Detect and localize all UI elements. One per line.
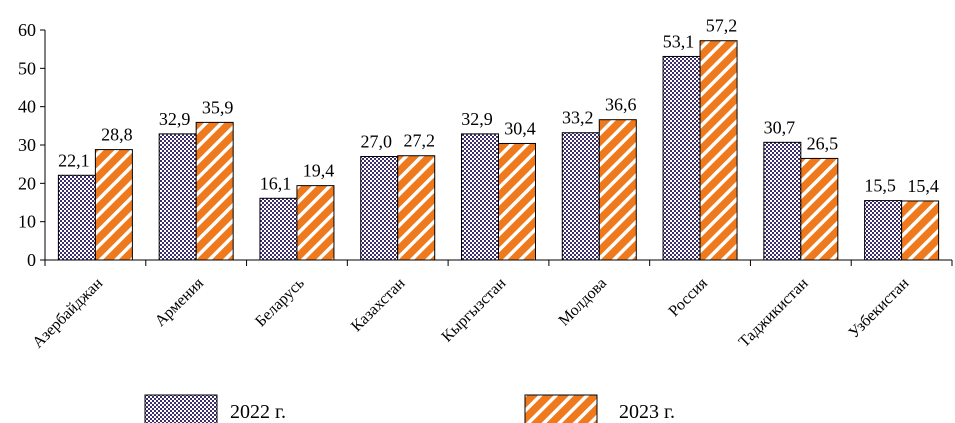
bar-series-2023 <box>598 119 637 261</box>
data-label: 57,2 <box>706 16 738 36</box>
y-tick-label: 30 <box>18 135 36 155</box>
y-tick-label: 10 <box>18 212 36 232</box>
data-label: 32,9 <box>159 109 191 129</box>
bar-series-2023 <box>296 185 335 261</box>
bars <box>57 40 940 261</box>
y-tick-label: 50 <box>18 58 36 78</box>
category-label: Беларусь <box>252 275 308 331</box>
data-label: 22,1 <box>58 150 90 170</box>
data-label: 53,1 <box>663 31 695 51</box>
category-label: Армения <box>152 274 208 330</box>
category-label: Россия <box>666 274 712 320</box>
category-label: Молдова <box>556 275 611 330</box>
legend-swatch-2022 <box>144 394 218 423</box>
bar-series-2023 <box>699 40 738 261</box>
data-label: 30,4 <box>504 118 536 138</box>
bar-series-2022 <box>662 55 701 261</box>
bar-series-2023 <box>498 142 536 261</box>
data-label: 26,5 <box>807 133 839 153</box>
y-axis: 0 10 20 30 40 50 60 <box>18 20 46 270</box>
bar-series-2022 <box>763 141 802 261</box>
data-label: 32,9 <box>461 109 493 129</box>
legend-swatch-2023 <box>524 394 598 423</box>
bar-series-2022 <box>158 133 197 261</box>
bar-series-2022 <box>259 197 298 261</box>
legend: 2022 г. 2023 г. <box>144 394 675 423</box>
data-label: 27,2 <box>403 131 435 151</box>
y-tick-label: 40 <box>18 97 36 117</box>
bar-series-2022 <box>561 132 600 261</box>
bar-series-2022 <box>360 156 399 261</box>
bar-series-2022 <box>57 174 96 261</box>
data-label: 33,2 <box>562 108 594 128</box>
data-label: 35,9 <box>202 97 234 117</box>
data-label: 15,5 <box>864 176 896 196</box>
bar-series-2022 <box>461 133 499 261</box>
bar-series-2023 <box>901 200 940 261</box>
bar-series-2023 <box>195 121 234 261</box>
category-label: Узбекистан <box>846 274 913 341</box>
y-tick-label: 20 <box>18 173 36 193</box>
category-label: Кыргызстан <box>439 275 510 346</box>
value-labels: 22,1 28,8 32,9 35,9 16,1 19,4 27,0 27,2 32,9 30,4… <box>58 16 939 196</box>
data-label: 16,1 <box>260 173 292 193</box>
data-label: 19,4 <box>303 161 335 181</box>
y-tick-label: 60 <box>18 20 36 40</box>
category-label: Таджикистан <box>736 275 812 351</box>
data-label: 36,6 <box>605 95 637 115</box>
x-axis: Азербайджан Армения Беларусь Казахстан Кыргы… <box>29 259 953 352</box>
legend-label: 2022 г. <box>230 401 286 423</box>
bar-series-2022 <box>864 200 903 261</box>
category-label: Азербайджан <box>29 274 106 351</box>
y-tick-label: 0 <box>27 250 36 270</box>
data-label: 28,8 <box>101 125 133 145</box>
data-label: 15,4 <box>907 176 939 196</box>
bar-series-2023 <box>397 155 436 261</box>
legend-label: 2023 г. <box>619 401 675 423</box>
data-label: 27,0 <box>360 132 392 152</box>
category-label: Казахстан <box>348 275 409 336</box>
data-label: 30,7 <box>764 117 796 137</box>
bar-series-2023 <box>94 149 133 261</box>
bar-series-2023 <box>800 157 839 261</box>
